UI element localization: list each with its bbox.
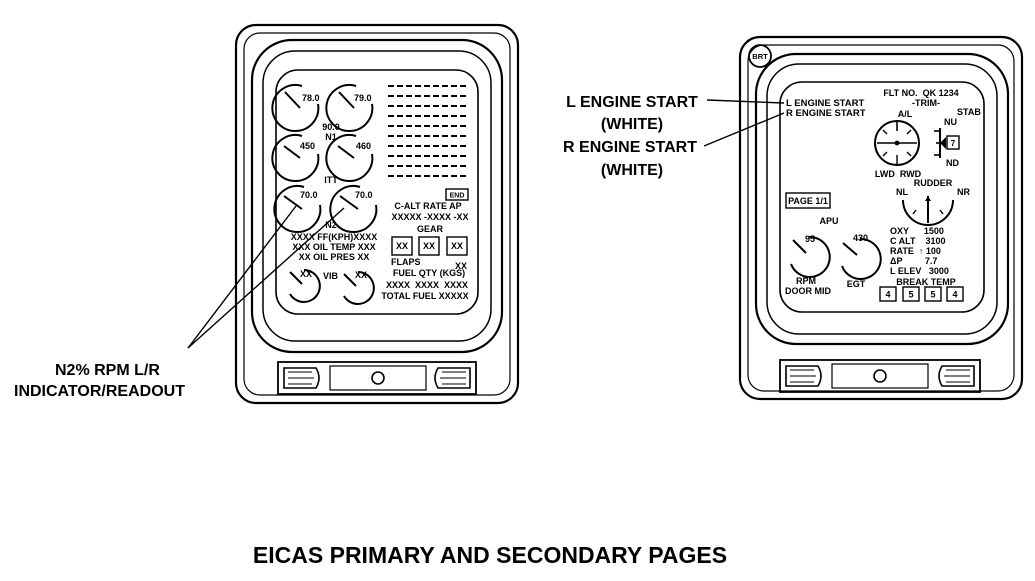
cabin-rate-readout: RATE ↑ 100 [890, 246, 941, 256]
fuel-qty-label: FUEL QTY (KGS) [393, 268, 465, 278]
stab-nd-label: ND [946, 158, 959, 168]
stab-label: STAB [957, 107, 981, 117]
vib-left-readout: XX [300, 269, 312, 279]
r-engine-start-callout: R ENGINE START [563, 139, 697, 156]
brake-temp-box-2: 5 [908, 290, 913, 300]
brake-temp-box-1: 4 [885, 290, 890, 300]
n2-label: N2 [325, 220, 337, 230]
n1-right-gauge: 79.0 [325, 84, 374, 133]
aileron-label: A/L [898, 109, 913, 119]
itt-left-gauge: 450 [271, 134, 320, 183]
rudder-nl-label: NL [896, 187, 908, 197]
fuel-flow-readout: XXXX FF(KPH)XXXX [291, 232, 378, 242]
apu-egt-readout: 430 [853, 233, 868, 243]
cas-message-dashes [388, 85, 466, 177]
landing-elev-readout: L ELEV 3000 [890, 266, 949, 276]
brt-button [748, 44, 772, 68]
apu-door-label: DOOR MID [785, 286, 831, 296]
apu-label: APU [819, 216, 838, 226]
fuel-qty-values: XXXX XXXX XXXX [386, 280, 468, 290]
end-box [445, 188, 469, 201]
itt-right-readout: 460 [356, 141, 371, 151]
n1-right-readout: 79.0 [354, 93, 372, 103]
page-indicator: PAGE 1/1 [788, 196, 828, 206]
aileron-trim-indicator [874, 120, 920, 166]
n2-callout-line1: N2% RPM L/R [55, 362, 160, 379]
vib-right-gauge: XX [343, 270, 375, 305]
delta-p-readout: ΔP 7.7 [890, 256, 937, 266]
l-engine-start-callout: L ENGINE START [566, 94, 698, 111]
rudder-nr-label: NR [957, 187, 970, 197]
n1-center-readout: 90.0 [322, 122, 340, 132]
cabin-alt-header: C-ALT RATE AP [394, 201, 461, 211]
stab-trim-indicator [934, 128, 960, 158]
cabin-alt-values: XXXXX -XXXX -XX [391, 212, 468, 222]
apu-rpm-gauge: 95 [790, 234, 831, 278]
brake-temp-boxes: 4 5 5 4 [879, 286, 964, 302]
r-engine-start-color: (WHITE) [601, 162, 663, 179]
gear-indicators: XX XX XX [391, 236, 468, 256]
apu-egt-gauge: 430 [841, 233, 882, 280]
n2-right-readout: 70.0 [355, 190, 373, 200]
apu-rpm-label: RPM [796, 276, 816, 286]
lwd-rwd-label: LWD RWD [875, 169, 922, 179]
oxy-readout: OXY 1500 [890, 226, 944, 236]
primary-display-unit: 78.0 79.0 90.0 N1 450 460 ITT 70.0 [234, 23, 520, 405]
brake-temp-label: BREAK TEMP [896, 277, 956, 287]
itt-right-gauge: 460 [325, 134, 374, 183]
n2-left-readout: 70.0 [300, 190, 318, 200]
n1-left-gauge: 78.0 [271, 84, 320, 133]
flaps-label: FLAPS [391, 257, 421, 267]
l-engine-start-color: (WHITE) [601, 116, 663, 133]
stab-trim-value: 7 [951, 139, 956, 148]
apu-rpm-readout: 95 [805, 234, 815, 244]
r-engine-start-message: R ENGINE START [786, 108, 866, 119]
gear-right-box: XX [451, 241, 463, 251]
total-fuel-readout: TOTAL FUEL XXXXX [381, 291, 468, 301]
rudder-label: RUDDER [914, 178, 953, 188]
gear-left-box: XX [396, 241, 408, 251]
rudder-trim-indicator [902, 196, 954, 226]
stab-nu-label: NU [944, 117, 957, 127]
brt-label: BRT [752, 52, 768, 61]
l-engine-start-message: L ENGINE START [786, 98, 864, 109]
brightness-knob-icon [873, 369, 887, 383]
end-box-label: END [450, 193, 465, 200]
n1-label: N1 [325, 132, 337, 142]
n2-callout-line2: INDICATOR/READOUT [14, 383, 185, 400]
vib-right-readout: XX [355, 270, 367, 280]
vib-left-gauge: XX [289, 269, 321, 303]
trim-header: -TRIM- [912, 98, 940, 108]
callout-leader-lines [187, 99, 785, 349]
itt-label: ITT [324, 175, 338, 185]
secondary-display-unit: BRT FLT NO. QK 1234 -TRIM- L ENGINE STAR… [738, 35, 1024, 401]
flaps-value: XX [455, 261, 467, 271]
apu-egt-label: EGT [847, 279, 866, 289]
brake-temp-box-3: 5 [930, 290, 935, 300]
gear-nose-box: XX [423, 241, 435, 251]
vib-label: VIB [323, 271, 339, 281]
cabin-alt-readout: C ALT 3100 [890, 236, 946, 246]
page-box [785, 192, 831, 209]
n1-left-readout: 78.0 [302, 93, 320, 103]
n2-right-gauge: 70.0 [329, 185, 378, 234]
brake-temp-box-4: 4 [952, 290, 957, 300]
oil-pres-readout: XX OIL PRES XX [299, 252, 370, 262]
figure-caption: EICAS PRIMARY AND SECONDARY PAGES [253, 542, 727, 568]
n2-left-gauge: 70.0 [273, 185, 322, 234]
oil-temp-readout: XXX OIL TEMP XXX [292, 242, 375, 252]
gear-label: GEAR [417, 224, 444, 234]
itt-left-readout: 450 [300, 141, 315, 151]
brightness-knob-icon [371, 371, 385, 385]
flight-number: FLT NO. QK 1234 [883, 88, 958, 98]
